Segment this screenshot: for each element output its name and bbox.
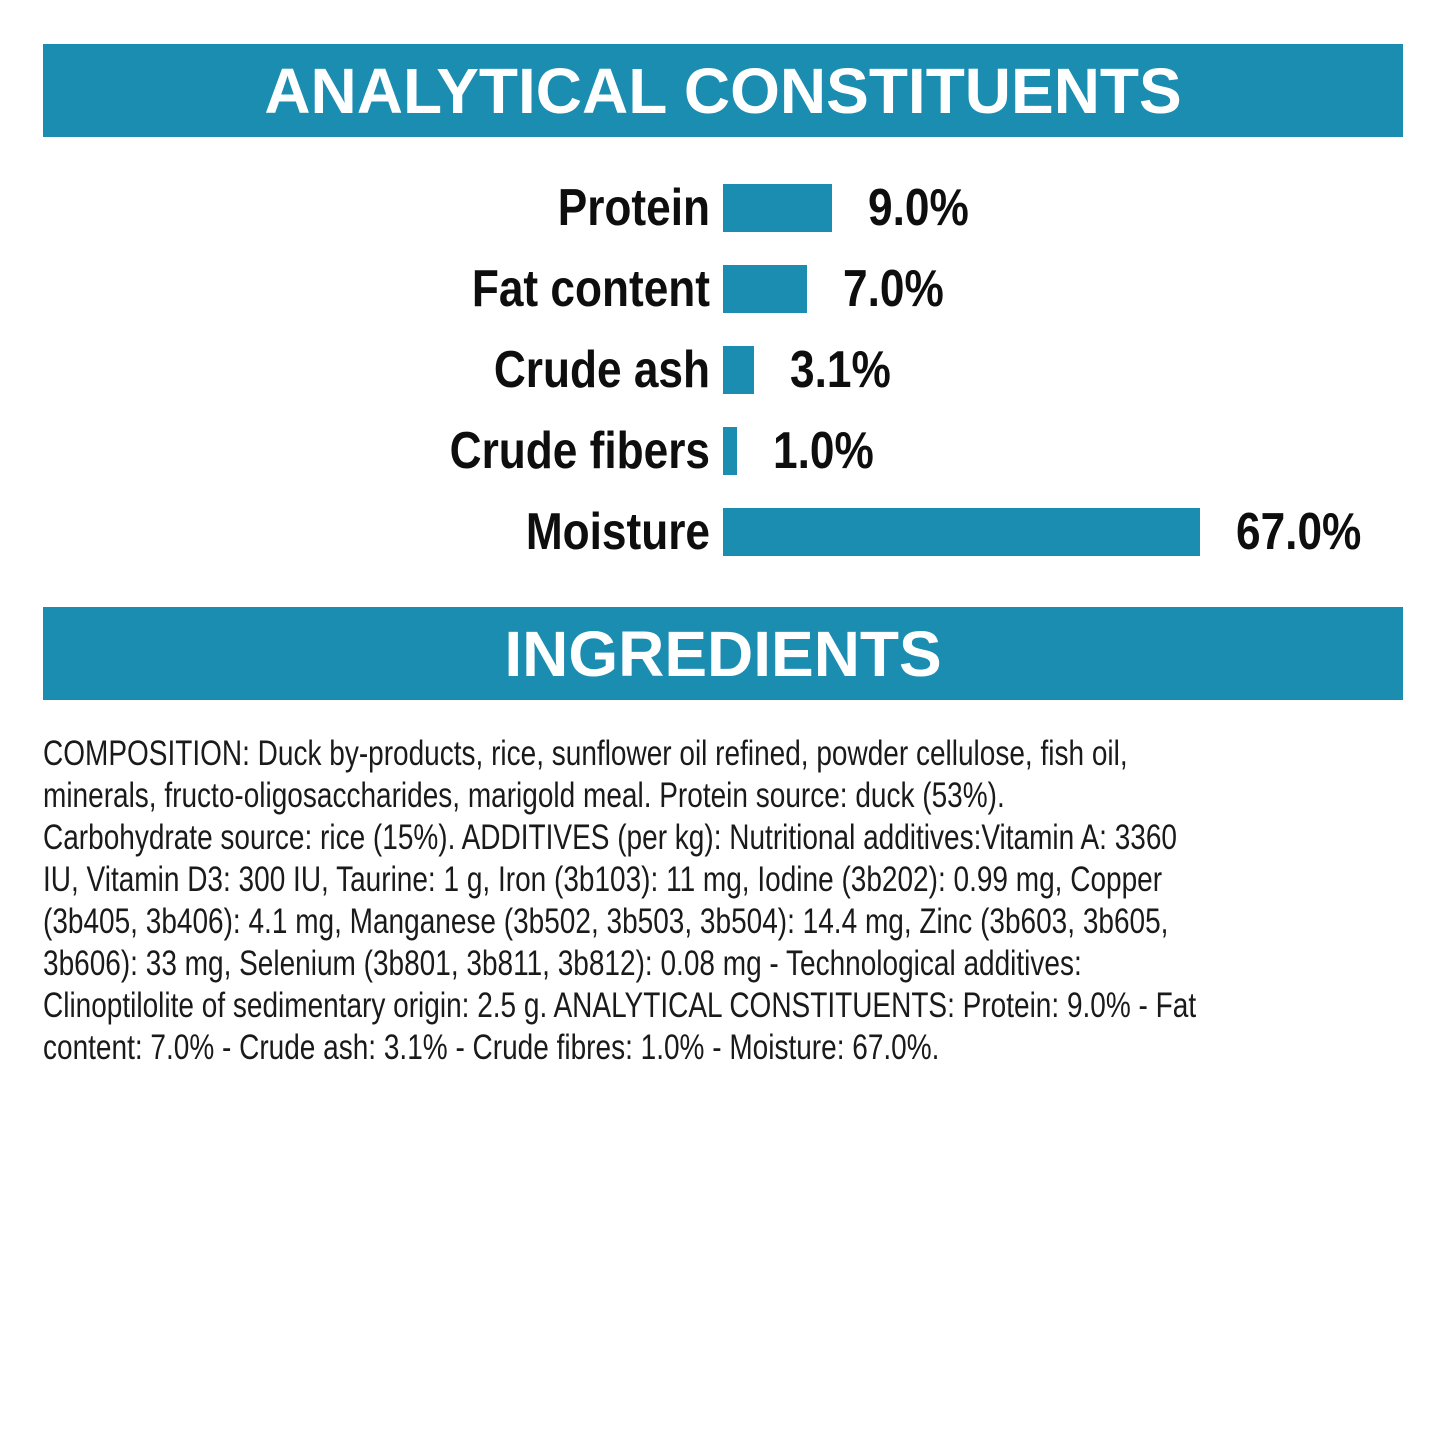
ingredients-text-line: content: 7.0% - Crude ash: 3.1% - Crude … (43, 1028, 940, 1067)
chart-value-label: 7.0% (843, 260, 944, 319)
chart-category-label: Crude ash (493, 340, 710, 399)
ingredients-text-line: minerals, fructo-oligosaccharides, marig… (43, 776, 1005, 815)
ingredients-text-line: 3b606): 33 mg, Selenium (3b801, 3b811, 3… (43, 944, 1082, 983)
analytical-constituents-header-band: ANALYTICAL CONSTITUENTS (43, 44, 1403, 137)
ingredients-title: INGREDIENTS (504, 617, 942, 690)
chart-bar (723, 184, 832, 233)
chart-value-label: 67.0% (1236, 502, 1362, 561)
ingredients-text-line: IU, Vitamin D3: 300 IU, Taurine: 1 g, Ir… (43, 860, 1163, 899)
chart-row-protein: Protein 9.0% (43, 168, 1403, 249)
chart-category-label: Fat content (471, 260, 710, 319)
ingredients-text-line: Clinoptilolite of sedimentary origin: 2.… (43, 986, 1197, 1025)
chart-bar (723, 265, 807, 314)
chart-row-moisture: Moisture 67.0% (43, 491, 1403, 572)
chart-value-label: 1.0% (773, 421, 874, 480)
chart-category-label: Crude fibers (449, 421, 710, 480)
analytical-constituents-bar-chart: Protein 9.0% Fat content 7.0% Crude ash 3.1% C… (43, 168, 1403, 572)
chart-row-crude-ash: Crude ash 3.1% (43, 330, 1403, 411)
chart-bar (723, 426, 737, 475)
chart-row-crude-fibers: Crude fibers 1.0% (43, 410, 1403, 491)
chart-value-label: 3.1% (790, 340, 891, 399)
ingredients-text-line: Carbohydrate source: rice (15%). ADDITIV… (43, 818, 1177, 857)
chart-category-label: Protein (557, 179, 710, 238)
ingredients-text-line: COMPOSITION: Duck by-products, rice, sun… (43, 734, 1128, 773)
chart-bar (723, 345, 754, 394)
ingredients-composition-text: COMPOSITION: Duck by-products, rice, sun… (43, 733, 1438, 1069)
ingredients-text-line: (3b405, 3b406): 4.1 mg, Manganese (3b502… (43, 902, 1169, 941)
chart-category-label: Moisture (525, 502, 710, 561)
chart-bar (723, 507, 1200, 556)
analytical-constituents-title: ANALYTICAL CONSTITUENTS (264, 54, 1182, 127)
ingredients-header-band: INGREDIENTS (43, 607, 1403, 700)
chart-row-fat-content: Fat content 7.0% (43, 249, 1403, 330)
chart-value-label: 9.0% (868, 179, 969, 238)
